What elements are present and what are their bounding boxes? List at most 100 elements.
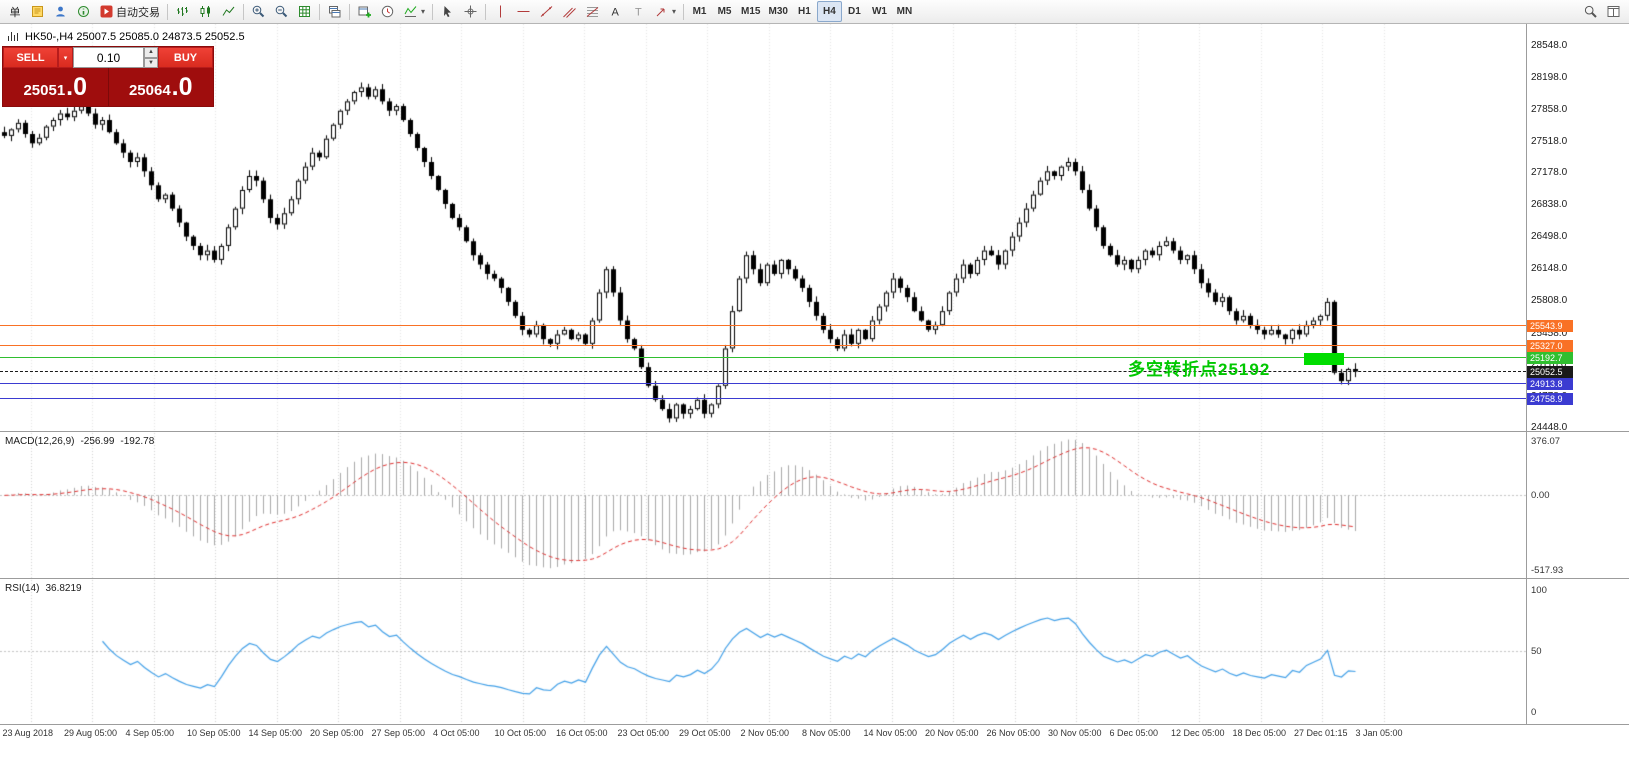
svg-text:A: A [612,7,620,19]
panel-divider-rsi[interactable] [0,578,1629,581]
fibonacci-icon [585,4,600,19]
cursor-button[interactable] [436,1,459,22]
macd-axis-label: 376.07 [1531,435,1561,447]
auto-scroll-button[interactable] [376,1,399,22]
buy-price[interactable]: 25064 .0 [109,73,214,102]
profile-button[interactable] [49,1,72,22]
chart-line-button[interactable] [217,1,240,22]
trendline-button[interactable] [535,1,558,22]
autotrading-button[interactable]: 自动交易 [95,1,164,22]
zoom-out-button[interactable] [270,1,293,22]
chart-window-button[interactable] [1602,1,1625,22]
timeframe-m5[interactable]: M5 [712,1,737,22]
sell-button[interactable]: SELL [3,47,58,68]
svg-text:T: T [635,7,642,19]
hline-resistance-1[interactable] [0,324,1526,326]
time-axis-label: 27 Sep 05:00 [371,728,426,738]
search-button[interactable] [1579,1,1602,22]
price-axis-border [1526,24,1527,724]
pivot-annotation-text[interactable]: 多空转折点25192 [1128,360,1271,379]
hline-support-2[interactable] [0,397,1526,399]
buy-button[interactable]: BUY [158,47,213,68]
volume-input[interactable]: 0.10 [73,47,144,68]
equidistant-channel-icon [562,4,577,19]
time-axis-label: 8 Nov 05:00 [802,728,851,738]
volume-decrease-button[interactable] [144,57,158,68]
toolbar-separator [485,3,487,20]
profile-icon [53,4,68,19]
timeframe-m1[interactable]: M1 [687,1,712,22]
new-order-button[interactable]: 单 [4,1,26,22]
sell-price[interactable]: 25051 .0 [3,73,108,102]
sell-price-pips: .0 [66,72,88,101]
new-order-label: 单 [9,6,21,19]
hline-current-price[interactable] [0,370,1526,372]
volume-stepper [144,47,158,68]
time-axis-label: 12 Dec 05:00 [1171,728,1225,738]
highlight-box[interactable] [1304,353,1344,366]
zoom-out-icon [274,4,289,19]
text-button[interactable]: A [604,1,627,22]
price-tag-resistance-2[interactable]: 25327.0 [1527,339,1573,352]
caret-down-icon: ▾ [672,7,677,16]
terminal-button[interactable] [26,1,49,22]
chart-plot[interactable] [0,24,1629,769]
horizontal-line-icon [516,4,531,19]
toolbar-separator [349,3,350,20]
fibonacci-button[interactable] [581,1,604,22]
vertical-line-button[interactable] [489,1,512,22]
horizontal-line-button[interactable] [512,1,535,22]
hline-pivot[interactable] [0,357,1526,359]
panel-divider-timeaxis [0,724,1629,727]
grid-icon [297,4,312,19]
autotrading-label: 自动交易 [116,6,160,19]
chart-window-icon [1606,4,1621,19]
timeframe-mn[interactable]: MN [892,1,917,22]
tile-windows-button[interactable] [323,1,346,22]
time-axis-label: 10 Sep 05:00 [187,728,241,738]
volume-dropdown-button[interactable] [58,47,73,68]
chart-candles-button[interactable] [194,1,217,22]
text-label-button[interactable]: T [627,1,650,22]
equidistant-channel-button[interactable] [558,1,581,22]
crosshair-button[interactable] [459,1,482,22]
buy-price-main: 25064 [128,81,171,99]
price-tag-resistance-1[interactable]: 25543.9 [1527,319,1573,332]
toolbar-separator [683,3,685,20]
panel-divider-macd[interactable] [0,431,1629,434]
timeframe-h1[interactable]: H1 [792,1,817,22]
zoom-in-button[interactable] [247,1,270,22]
time-axis-label: 26 Nov 05:00 [986,728,1041,738]
help-button[interactable] [72,1,95,22]
time-axis-label: 4 Oct 05:00 [433,728,480,738]
trendline-icon [539,4,554,19]
price-axis-label: 27858.0 [1531,103,1568,115]
timeframe-d1[interactable]: D1 [842,1,867,22]
timeframe-w1[interactable]: W1 [867,1,892,22]
timeframe-m30[interactable]: M30 [764,1,791,22]
arrows-button[interactable]: ▾ [650,1,680,22]
price-tag-support-1[interactable]: 24913.8 [1527,378,1573,391]
timeframe-m15[interactable]: M15 [737,1,764,22]
chart-bars-button[interactable] [171,1,194,22]
price-tag-current-price[interactable]: 25052.5 [1527,365,1573,378]
tile-windows-icon [327,4,342,19]
rsi-axis-label: 0 [1531,706,1537,718]
grid-button[interactable] [293,1,316,22]
hline-resistance-2[interactable] [0,344,1526,346]
price-tag-pivot[interactable]: 25192.7 [1527,352,1573,365]
macd-axis-label: -517.93 [1531,565,1564,577]
new-chart-button[interactable] [353,1,376,22]
time-axis-label: 14 Sep 05:00 [248,728,303,738]
hline-support-1[interactable] [0,383,1526,385]
chart-symbol-icon [6,29,21,44]
toolbar-separator [243,3,244,20]
price-tag-support-2[interactable]: 24758.9 [1527,392,1573,405]
price-axis-label: 25118.0 [1531,359,1566,370]
indicators-button[interactable]: ▾ [399,1,429,22]
help-icon [76,4,91,19]
volume-increase-button[interactable] [144,47,158,58]
timeframe-h4[interactable]: H4 [816,1,842,22]
price-axis-label: 25808.0 [1531,295,1568,307]
